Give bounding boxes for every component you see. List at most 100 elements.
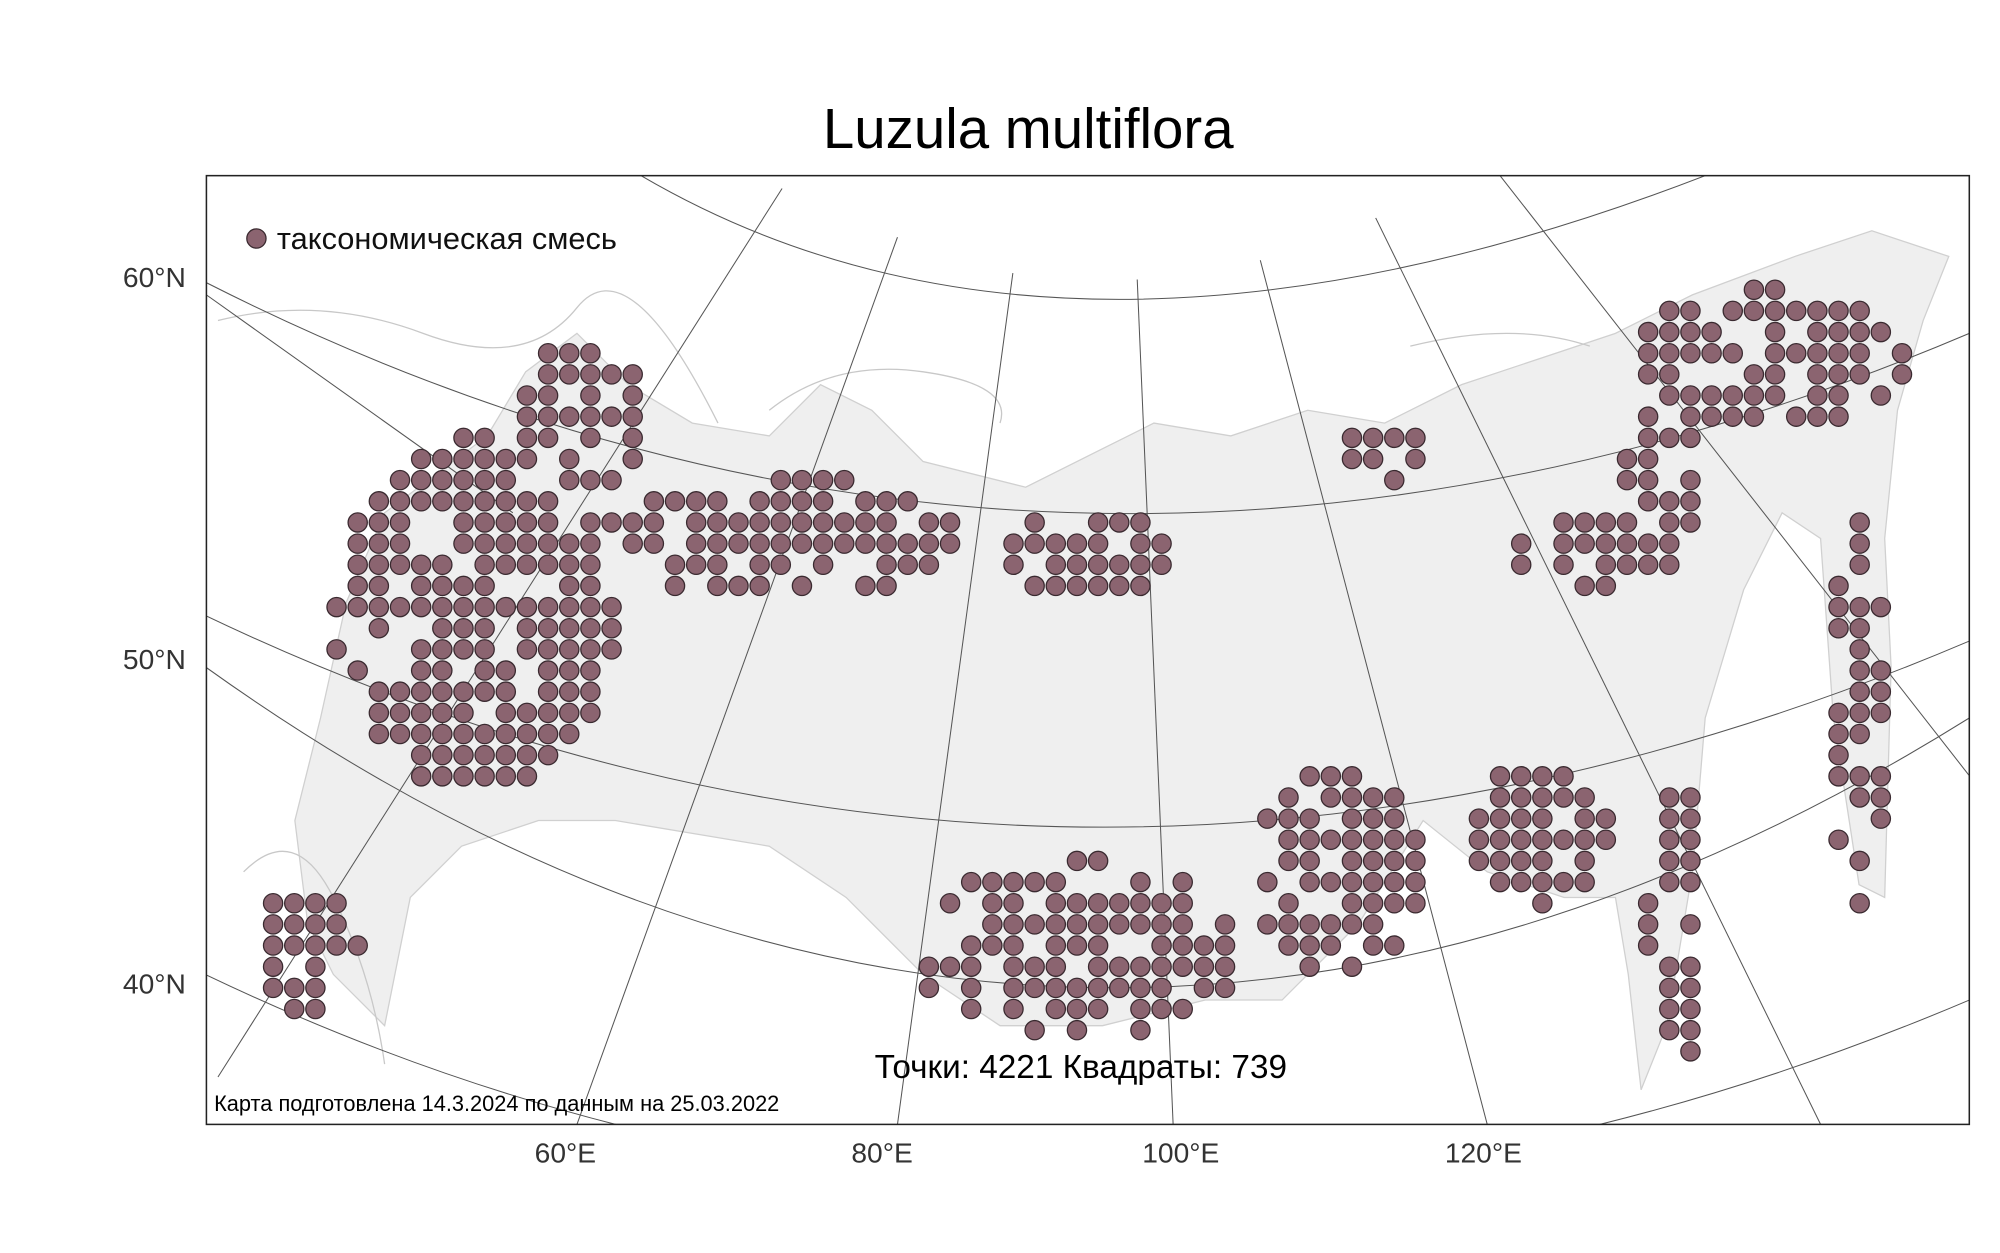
occurrence-dot [1849, 892, 1870, 914]
occurrence-dot [1109, 956, 1130, 977]
occurrence-dot [1553, 787, 1574, 808]
occurrence-dot [1743, 364, 1765, 385]
occurrence-dot [1849, 617, 1870, 639]
occurrence-dot [643, 512, 665, 533]
occurrence-dot [558, 575, 580, 597]
occurrence-dot [1362, 787, 1384, 808]
occurrence-dot [1849, 723, 1870, 745]
occurrence-dot [558, 533, 580, 554]
occurrence-dot [1849, 639, 1870, 660]
occurrence-dot [960, 998, 982, 1020]
occurrence-dot [580, 469, 601, 491]
occurrence-dot [432, 469, 453, 491]
occurrence-dot [1066, 977, 1088, 999]
occurrence-dot [1362, 914, 1384, 935]
occurrence-dot [495, 744, 517, 766]
occurrence-dot [1680, 914, 1701, 935]
occurrence-dot [1130, 533, 1151, 554]
occurrence-dot [1870, 596, 1892, 618]
occurrence-dot [537, 406, 559, 427]
occurrence-dot [1870, 787, 1892, 808]
occurrence-dot [453, 575, 474, 597]
occurrence-dot [1616, 533, 1638, 554]
occurrence-dot [368, 617, 390, 639]
occurrence-dot [855, 491, 876, 512]
occurrence-dot [432, 702, 453, 724]
occurrence-dot [368, 596, 390, 618]
occurrence-dot [1045, 871, 1067, 893]
occurrence-dot [1320, 829, 1342, 851]
occurrence-dot [558, 554, 580, 576]
occurrence-dot [283, 977, 305, 999]
occurrence-dot [1510, 554, 1532, 576]
occurrence-dot [516, 617, 538, 639]
occurrence-dot [1553, 766, 1574, 787]
occurrence-dot [1299, 850, 1320, 872]
occurrence-dot [1489, 808, 1511, 829]
occurrence-dot [1257, 914, 1278, 935]
occurrence-dot [707, 575, 728, 597]
occurrence-dot [1828, 723, 1849, 745]
occurrence-dot [770, 533, 792, 554]
occurrence-dot [516, 702, 538, 724]
occurrence-dot [474, 723, 495, 745]
occurrence-dot [622, 385, 643, 406]
occurrence-dot [1807, 300, 1828, 322]
occurrence-dot [791, 469, 813, 491]
occurrence-dot [453, 702, 474, 724]
occurrence-dot [262, 935, 284, 956]
lon-label: 80°E [851, 1137, 912, 1169]
occurrence-dot [453, 596, 474, 618]
occurrence-dot [1553, 829, 1574, 851]
occurrence-dot [770, 469, 792, 491]
occurrence-dot [347, 935, 368, 956]
occurrence-dot [664, 554, 686, 576]
occurrence-dot [1468, 829, 1490, 851]
occurrence-dot [347, 554, 368, 576]
occurrence-dot [453, 617, 474, 639]
occurrence-dot [580, 660, 601, 681]
occurrence-dot [558, 660, 580, 681]
occurrence-dot [283, 998, 305, 1020]
occurrence-dot [580, 681, 601, 702]
occurrence-dot [516, 723, 538, 745]
occurrence-dot [1553, 554, 1574, 576]
legend-marker [246, 228, 267, 249]
occurrence-dot [1680, 385, 1701, 406]
occurrence-dot [1362, 935, 1384, 956]
occurrence-dot [453, 512, 474, 533]
occurrence-dot [1680, 491, 1701, 512]
occurrence-dot [368, 533, 390, 554]
occurrence-dot [558, 469, 580, 491]
occurrence-dot [516, 744, 538, 766]
occurrence-dot [453, 681, 474, 702]
occurrence-dot [1701, 406, 1722, 427]
occurrence-dot [537, 427, 559, 449]
occurrence-dot [1849, 766, 1870, 787]
occurrence-dot [1130, 998, 1151, 1020]
occurrence-dot [326, 914, 347, 935]
occurrence-dot [474, 533, 495, 554]
lat-label: 60°N [123, 261, 186, 293]
occurrence-dot [262, 977, 284, 999]
occurrence-dot [410, 596, 432, 618]
occurrence-dot [516, 596, 538, 618]
occurrence-dot [1066, 892, 1088, 914]
occurrence-dot [1172, 935, 1193, 956]
occurrence-dot [305, 892, 326, 914]
occurrence-dot [1595, 829, 1617, 851]
occurrence-dot [1764, 342, 1786, 364]
occurrence-dot [1659, 385, 1680, 406]
occurrence-dot [1045, 956, 1067, 977]
occurrence-dot [622, 512, 643, 533]
occurrence-dot [1384, 787, 1405, 808]
occurrence-dot [1680, 406, 1701, 427]
occurrence-dot [1405, 850, 1426, 872]
occurrence-dot [1637, 491, 1659, 512]
occurrence-dot [558, 617, 580, 639]
occurrence-dot [1278, 829, 1299, 851]
occurrence-dot [410, 681, 432, 702]
occurrence-dot [1828, 744, 1849, 766]
occurrence-dot [1532, 892, 1553, 914]
occurrence-dot [283, 892, 305, 914]
